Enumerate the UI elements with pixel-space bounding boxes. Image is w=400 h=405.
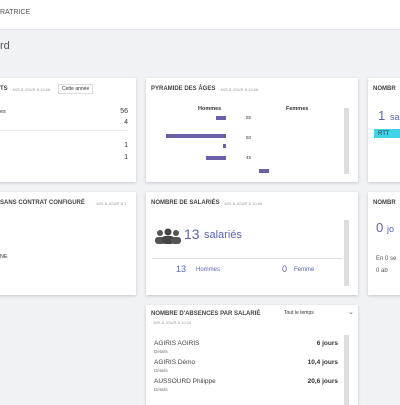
men-count: 13: [176, 264, 187, 274]
age-label: 50: [246, 135, 252, 140]
employee-name: AGIRIS Démo: [154, 359, 196, 366]
big-number: 0: [376, 220, 384, 235]
updated: · MIS À JOUR À 1: [94, 201, 127, 206]
updated: · MIS À JOUR À 10:06: [10, 87, 51, 92]
days: 6 jours: [316, 340, 338, 347]
big-unit: sala: [390, 112, 400, 122]
card-title: NOMBRE DE SALARIÉS: [151, 200, 220, 206]
age-label: 55: [246, 115, 252, 120]
card-title: PYRAMIDE DES ÂGES: [151, 86, 216, 92]
line: En 0 se: [376, 256, 397, 262]
topbar: RATRICE: [0, 0, 400, 30]
details-link[interactable]: Détails: [154, 368, 168, 373]
item: NE: [0, 254, 8, 260]
select[interactable]: Cette année: [58, 84, 94, 94]
user-name[interactable]: RATRICE: [0, 9, 31, 16]
bar: [206, 156, 226, 160]
employee-name: AUSSOURD Philippe: [154, 378, 216, 385]
big-unit: jo: [387, 224, 395, 234]
card: SANS CONTRAT CONFIGURÉ · MIS À JOUR À 1 …: [0, 192, 136, 295]
card-title: TS: [0, 86, 8, 92]
count-unit: salariés: [204, 229, 242, 241]
updated: · MIS À JOUR À 10:06: [222, 201, 263, 206]
bar: [259, 169, 269, 173]
card-title: NOMBR: [373, 200, 396, 206]
card: NOMBRE D'ABSENCES PAR SALARIÉ · MIS À JO…: [146, 305, 358, 405]
card: TS · MIS À JOUR À 10:06 Cette année es 5…: [0, 78, 136, 182]
updated: · MIS À JOUR À 10:10: [151, 320, 192, 325]
card: NOMBRE DE SALARIÉS · MIS À JOUR À 10:06 …: [146, 192, 358, 295]
people-icon: [155, 228, 181, 244]
card-title: NOMBR: [373, 86, 396, 92]
bar: [223, 144, 226, 148]
tag: RTT: [378, 131, 390, 137]
bar: [166, 134, 226, 138]
card: NOMBR 0 jo En 0 se 0 ab: [368, 192, 400, 295]
legend: Femmes: [286, 106, 309, 112]
row-value: 1: [124, 154, 128, 161]
employee-name: AGIRIS AGIRIS: [154, 340, 200, 347]
card-title: SANS CONTRAT CONFIGURÉ: [0, 200, 85, 206]
women-count: 0: [282, 264, 288, 274]
card: PYRAMIDE DES ÂGES · MIS À JOUR À 10:06 H…: [146, 78, 358, 182]
row-value: 1: [124, 142, 128, 149]
row-value: 56: [120, 108, 128, 115]
row-value: 4: [124, 119, 128, 126]
women-label: Femme: [294, 267, 315, 273]
legend: Hommes: [198, 106, 222, 112]
select[interactable]: Tout le temps: [284, 310, 314, 316]
details-link[interactable]: Détails: [154, 349, 168, 354]
bar: [216, 116, 226, 120]
page-title: rd: [0, 40, 10, 52]
chevron[interactable]: ⌄: [348, 309, 354, 316]
card: NOMBR 1 sala RTT: [368, 78, 400, 182]
days: 20,6 jours: [307, 378, 338, 385]
card-title: NOMBRE D'ABSENCES PAR SALARIÉ: [151, 311, 261, 317]
line: 0 ab: [376, 268, 388, 274]
updated: · MIS À JOUR À 10:06: [218, 87, 259, 92]
row-label: es: [0, 109, 6, 115]
days: 10,4 jours: [307, 359, 338, 366]
big-number: 1: [378, 108, 386, 123]
details-link[interactable]: Détails: [154, 387, 168, 392]
age-label: 45: [246, 155, 252, 160]
count: 13: [184, 226, 200, 242]
men-label: Hommes: [196, 267, 221, 273]
